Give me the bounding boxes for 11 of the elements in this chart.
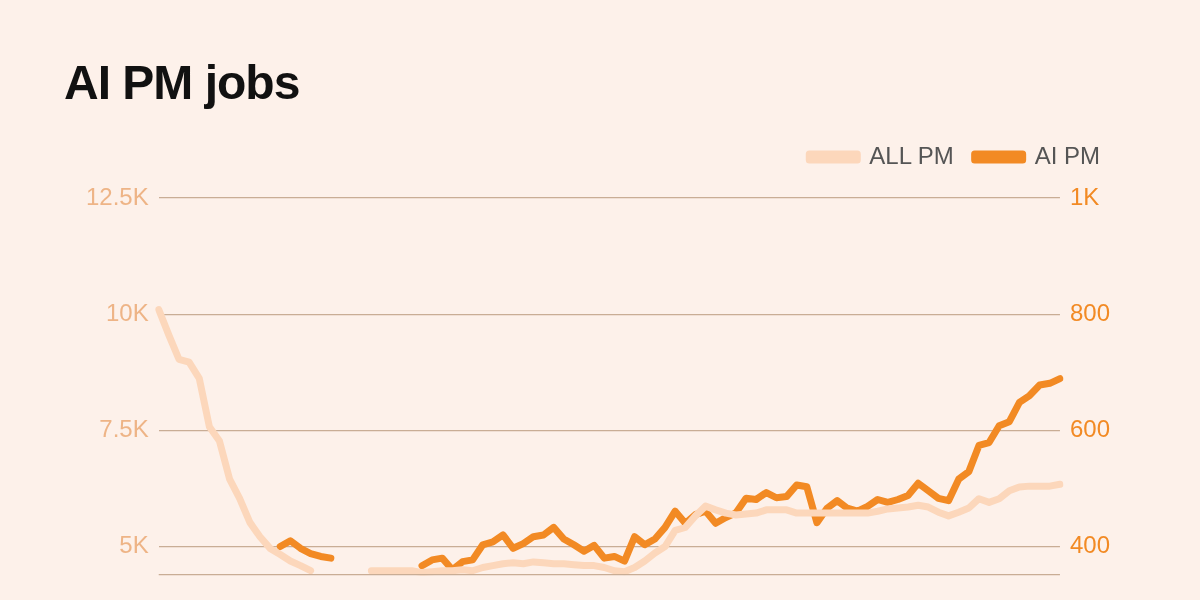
y-tick-label: 10K <box>106 298 149 326</box>
y2-tick-label: 1K <box>1069 182 1100 210</box>
y2-tick-label: 400 <box>1069 531 1110 559</box>
chart-title: AI PM jobs <box>64 55 300 110</box>
legend-label: ALL PM <box>869 141 954 169</box>
y2-tick-label: 600 <box>1069 414 1110 442</box>
y2-tick-label: 800 <box>1069 298 1110 326</box>
legend-label: AI PM <box>1034 141 1100 169</box>
y-tick-label: 5K <box>119 531 149 559</box>
y-tick-label: 7.5K <box>99 414 149 442</box>
y-tick-label: 12.5K <box>86 182 149 210</box>
